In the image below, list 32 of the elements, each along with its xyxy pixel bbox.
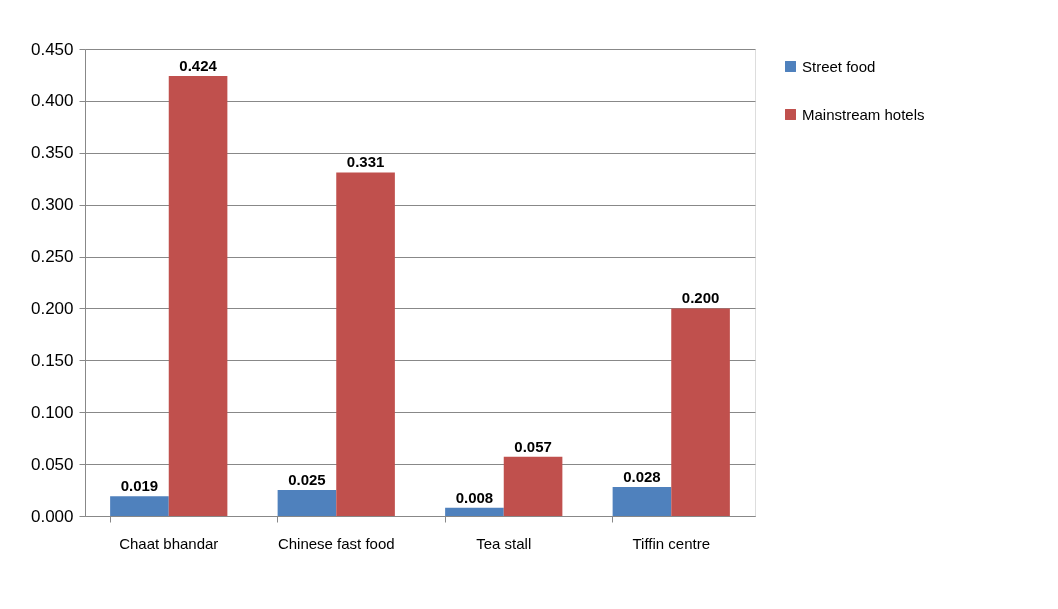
- x-tick-label: Tiffin centre: [632, 534, 711, 552]
- data-label: 0.331: [346, 153, 385, 171]
- y-tick-label: 0.350: [30, 143, 74, 163]
- legend-label: Street food: [802, 57, 876, 75]
- data-label: 0.424: [179, 56, 218, 74]
- data-label: 0.025: [288, 471, 326, 489]
- data-label: 0.019: [120, 477, 159, 495]
- y-tick-label: 0.200: [30, 298, 74, 318]
- data-label: 0.008: [455, 488, 494, 506]
- bar: [336, 172, 395, 516]
- y-tick-label: 0.000: [30, 506, 74, 526]
- legend-label: Mainstream hotels: [802, 105, 925, 123]
- bar: [110, 496, 169, 516]
- y-tick-label: 0.100: [30, 402, 74, 422]
- bar: [503, 456, 563, 516]
- x-tick-label: Chaat bhandar: [119, 534, 219, 552]
- data-label: 0.028: [623, 467, 661, 485]
- data-label: 0.200: [681, 289, 720, 307]
- y-tick-label: 0.400: [30, 91, 74, 111]
- bar: [277, 490, 337, 516]
- bar: [671, 308, 730, 516]
- y-tick-label: 0.450: [30, 39, 74, 59]
- data-label: 0.057: [514, 437, 552, 455]
- y-tick-label: 0.250: [30, 247, 74, 267]
- bar: [168, 75, 228, 516]
- y-tick-label: 0.300: [30, 195, 74, 215]
- y-tick-label: 0.150: [30, 350, 74, 370]
- y-tick-label: 0.050: [30, 454, 74, 474]
- x-tick-label: Tea stall: [476, 534, 532, 552]
- bar: [445, 507, 504, 516]
- bar: [612, 486, 672, 516]
- x-tick-label: Chinese fast food: [277, 534, 395, 552]
